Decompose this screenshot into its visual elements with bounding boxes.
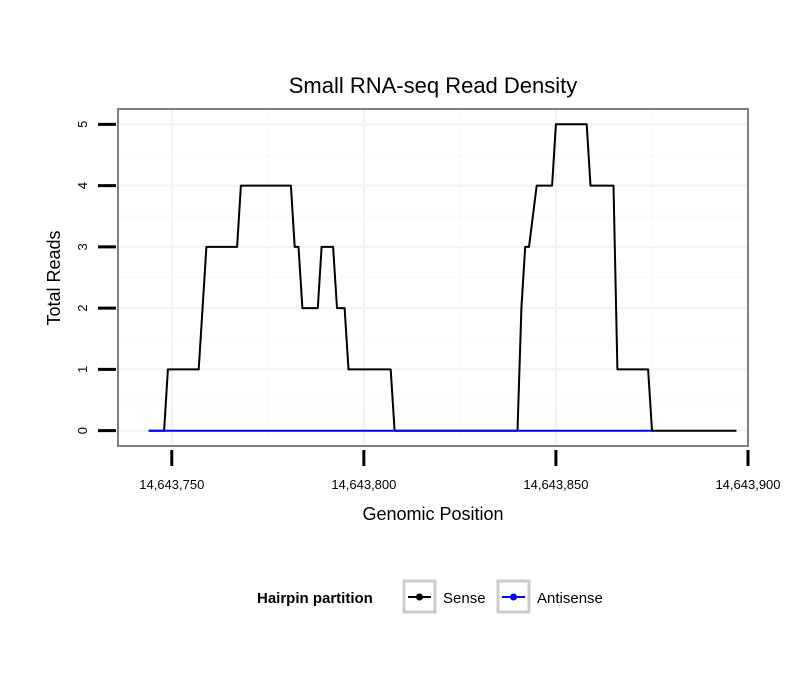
x-tick-label: 14,643,900 (715, 477, 780, 492)
series-layer (148, 123, 737, 432)
legend-label-antisense: Antisense (537, 590, 603, 607)
legend-point-sense (416, 593, 423, 601)
y-tick-label: 4 (75, 182, 90, 189)
plot-area (117, 108, 749, 447)
legend-entry-antisense: Antisense (496, 579, 603, 614)
y-tick-label: 2 (75, 305, 90, 312)
y-axis-title: Total Reads (44, 230, 64, 325)
y-tick-label: 1 (75, 366, 90, 373)
y-tick-label: 5 (75, 121, 90, 128)
plot-border (117, 108, 749, 447)
legend-title: Hairpin partition (257, 590, 373, 607)
x-tick-label: 14,643,850 (523, 477, 588, 492)
y-tick-label: 3 (75, 243, 90, 250)
x-axis-title: Genomic Position (362, 504, 503, 524)
gridlines (118, 109, 748, 446)
legend: Hairpin partition Sense Antisense (257, 579, 603, 614)
series-line-sense (148, 123, 737, 432)
x-tick-label: 14,643,750 (139, 477, 204, 492)
x-tick-label: 14,643,800 (331, 477, 396, 492)
x-axis: 14,643,750 14,643,800 14,643,850 14,643,900 (139, 450, 781, 492)
legend-entry-sense: Sense (402, 579, 486, 614)
legend-point-antisense (510, 593, 517, 601)
y-axis: 0 1 2 3 4 5 (75, 121, 116, 434)
y-tick-label: 0 (75, 427, 90, 434)
legend-label-sense: Sense (443, 590, 486, 607)
chart-title: Small RNA-seq Read Density (289, 73, 578, 98)
